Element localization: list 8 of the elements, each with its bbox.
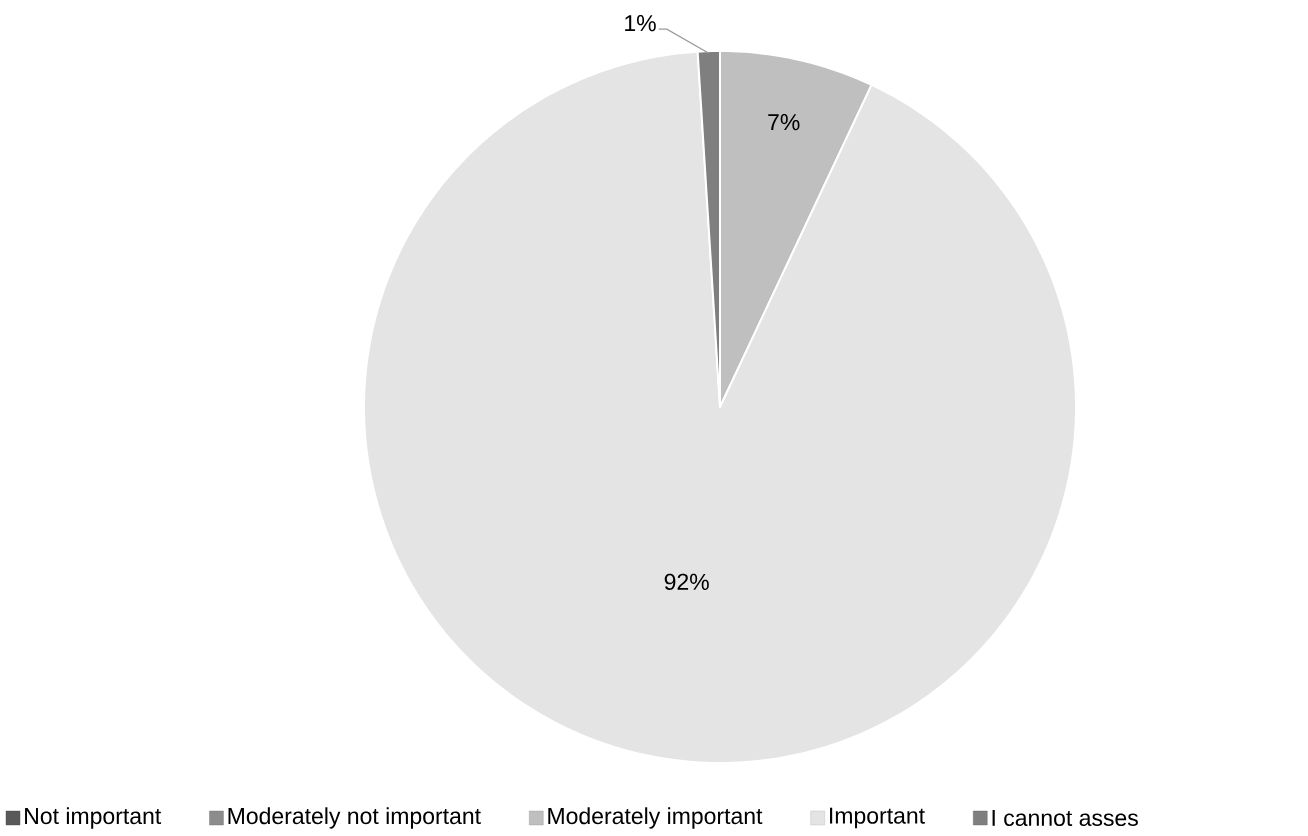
legend-label: Moderately important <box>548 807 763 829</box>
data-label: 92% <box>664 573 709 590</box>
legend-label: Moderately not important <box>228 807 481 829</box>
data-label: 1% <box>625 15 656 32</box>
data-label: 7% <box>768 114 800 131</box>
legend-label: Not important <box>25 807 162 829</box>
legend-label: I cannot asses <box>992 809 1138 827</box>
legend-label: Important <box>830 807 925 829</box>
